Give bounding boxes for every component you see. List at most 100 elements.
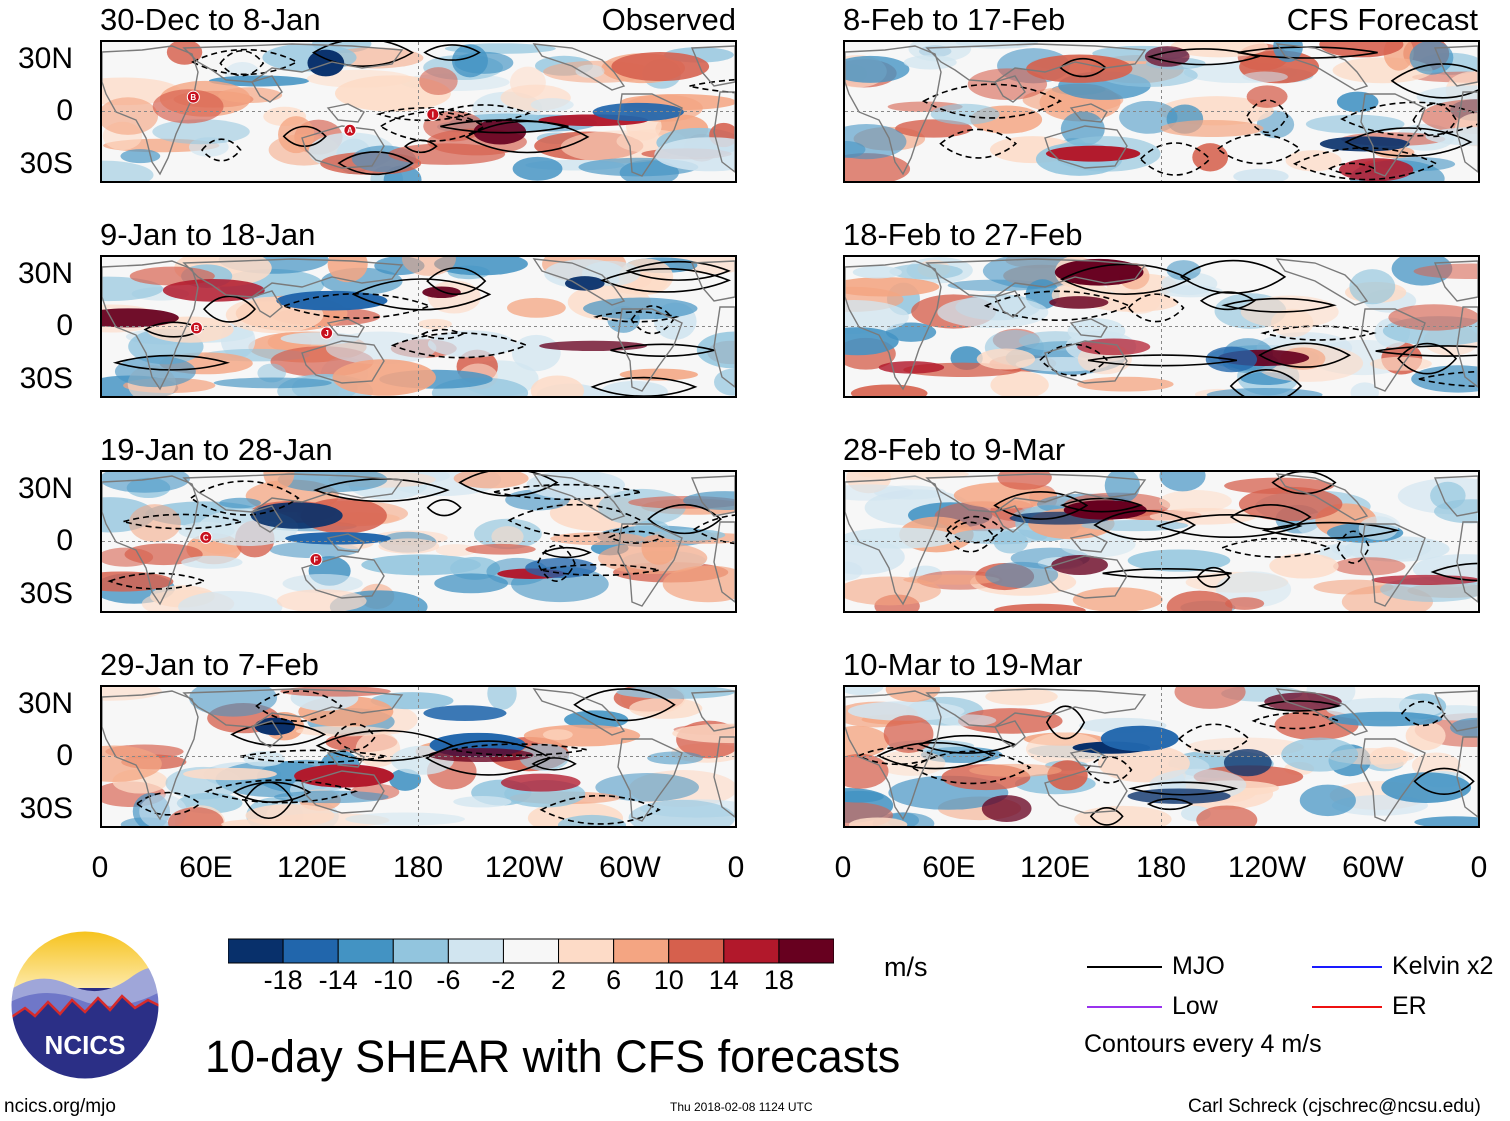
storm-marker: A: [343, 123, 357, 137]
y-label-eq: 0: [56, 524, 73, 557]
colorbar-swatch: [558, 938, 615, 964]
low-line-swatch: [1087, 1006, 1162, 1008]
colorbar-tick-label: -2: [491, 965, 516, 995]
shear-map: [845, 472, 1478, 611]
colorbar-swatches: [228, 938, 834, 964]
colorbar-tick-label: 10: [653, 965, 684, 995]
x-label-120e: 120E: [1019, 851, 1091, 884]
svg-text:C: C: [203, 533, 209, 542]
y-label-eq: 0: [56, 309, 73, 342]
storm-marker: F: [309, 553, 323, 567]
colorbar-tick-label: 18: [763, 965, 794, 995]
storm-marker: I: [426, 107, 440, 121]
er-line-swatch: [1312, 1006, 1382, 1008]
x-label-120e: 120E: [276, 851, 348, 884]
kelvin-line-swatch: [1312, 966, 1382, 968]
colorbar-tick-label: 14: [708, 965, 739, 995]
y-label-eq: 0: [56, 739, 73, 772]
figure-title: 10-day SHEAR with CFS forecasts: [205, 1031, 901, 1082]
x-label-0: 0: [834, 851, 852, 884]
x-label-0: 0: [91, 851, 109, 884]
colorbar-tick-label: -6: [436, 965, 461, 995]
y-label-30n: 30N: [17, 687, 73, 720]
svg-text:I: I: [432, 110, 434, 119]
storm-marker: B: [189, 321, 203, 335]
x-label-60e: 60E: [922, 851, 976, 884]
panel-title-right-3: 28-Feb to 9-Mar: [843, 432, 1066, 467]
svg-text:F: F: [314, 556, 319, 565]
x-label-0-end: 0: [1470, 851, 1488, 884]
x-label-60w: 60W: [1342, 851, 1404, 884]
legend-er: ER: [1392, 992, 1427, 1020]
colorbar-swatch: [668, 938, 725, 964]
shear-map: B A I: [102, 42, 735, 181]
panel-title-right-2: 18-Feb to 27-Feb: [843, 217, 1083, 252]
panel-title-left-1: 30-Dec to 8-Jan: [100, 2, 321, 37]
colorbar-tick-label: 2: [551, 965, 567, 995]
y-label-30n: 30N: [17, 257, 73, 290]
y-label-30n: 30N: [17, 472, 73, 505]
map-panel-right-3: [843, 470, 1480, 613]
colorbar-tick-label: 6: [606, 965, 622, 995]
colorbar-units: m/s: [884, 952, 928, 982]
legend-kelvin: Kelvin x2: [1392, 952, 1494, 980]
footer-credit: Carl Schreck (cjschrec@ncsu.edu): [1188, 1096, 1481, 1117]
colorbar-swatch: [337, 938, 394, 964]
panel-title-left-2: 9-Jan to 18-Jan: [100, 217, 316, 252]
colorbar-tick-label: -10: [373, 965, 413, 995]
panel-title-right-4: 10-Mar to 19-Mar: [843, 647, 1083, 682]
panel-title-left-4: 29-Jan to 7-Feb: [100, 647, 319, 682]
map-panel-left-1: B A I: [100, 40, 737, 183]
y-label-30s: 30S: [19, 147, 73, 180]
storm-marker: J: [320, 326, 334, 340]
cfs-forecast-label: CFS Forecast: [1286, 2, 1478, 37]
footer-timestamp: Thu 2018-02-08 1124 UTC: [670, 1100, 813, 1114]
storm-marker: B: [186, 90, 200, 104]
footer-url: ncics.org/mjo: [4, 1096, 116, 1117]
x-label-120w: 120W: [484, 851, 564, 884]
shear-map: BJ: [102, 257, 735, 396]
y-label-30n: 30N: [17, 42, 73, 75]
map-panel-right-1: [843, 40, 1480, 183]
contour-interval-note: Contours every 4 m/s: [1084, 1030, 1322, 1058]
panel-title-left-3: 19-Jan to 28-Jan: [100, 432, 333, 467]
svg-text:J: J: [324, 329, 328, 338]
colorbar-tick-label: -18: [263, 965, 303, 995]
colorbar-swatch: [778, 938, 834, 964]
colorbar-swatch: [228, 938, 284, 964]
map-panel-left-4: [100, 685, 737, 828]
observed-label: Observed: [601, 2, 736, 37]
shear-map: [102, 687, 735, 826]
colorbar-swatch: [613, 938, 670, 964]
colorbar-swatch: [392, 938, 449, 964]
storm-marker: C: [199, 530, 213, 544]
shear-map: [845, 42, 1478, 181]
ncics-logo: NCICS: [10, 930, 160, 1080]
colorbar-swatch: [723, 938, 780, 964]
x-label-180: 180: [1135, 851, 1187, 884]
logo-text: NCICS: [45, 1030, 126, 1060]
ncics-logo-graphic: NCICS: [10, 930, 160, 1080]
colorbar-tick-label: -14: [318, 965, 358, 995]
x-label-180: 180: [392, 851, 444, 884]
x-label-120w: 120W: [1227, 851, 1307, 884]
map-panel-right-2: [843, 255, 1480, 398]
legend-mjo: MJO: [1172, 952, 1225, 980]
colorbar-swatch: [447, 938, 504, 964]
legend-low: Low: [1172, 992, 1218, 1020]
svg-text:A: A: [347, 126, 353, 135]
svg-text:B: B: [194, 324, 200, 333]
shear-map: [845, 257, 1478, 396]
panel-title-right-1: 8-Feb to 17-Feb: [843, 2, 1066, 37]
y-label-30s: 30S: [19, 577, 73, 610]
x-label-0-end: 0: [727, 851, 745, 884]
map-panel-right-4: [843, 685, 1480, 828]
y-label-30s: 30S: [19, 792, 73, 825]
mjo-line-swatch: [1087, 966, 1162, 968]
y-label-30s: 30S: [19, 362, 73, 395]
colorbar-swatch: [282, 938, 339, 964]
colorbar-swatch: [502, 938, 560, 964]
x-label-60e: 60E: [179, 851, 233, 884]
